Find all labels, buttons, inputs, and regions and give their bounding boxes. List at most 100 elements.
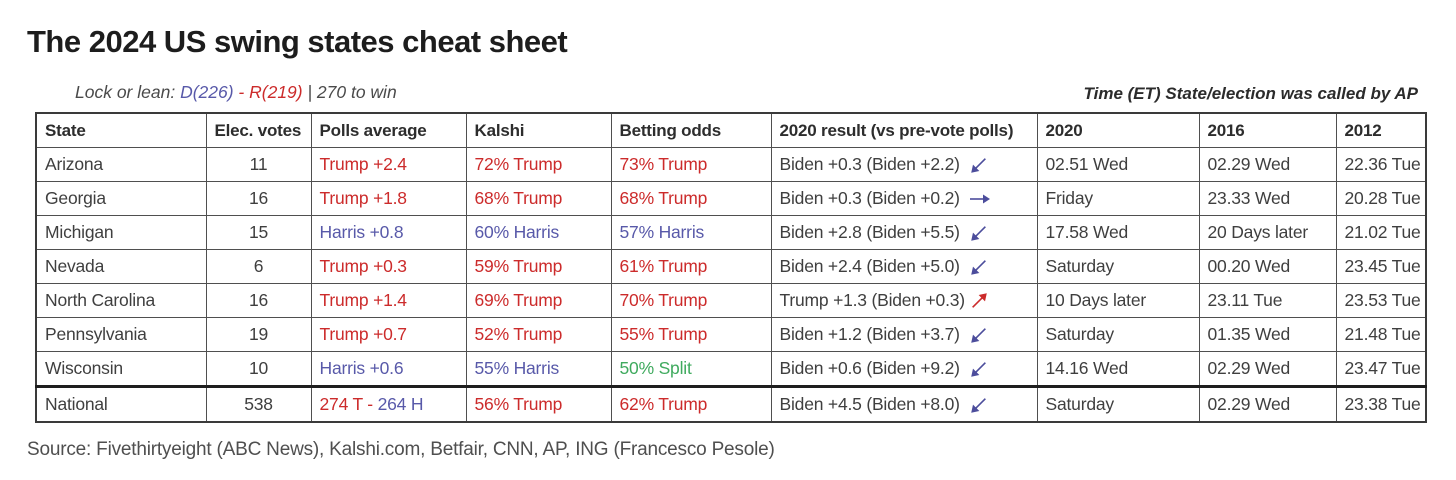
call-time-2020-cell: 02.51 Wed — [1036, 147, 1200, 182]
col-header-2016: 2016 — [1198, 112, 1337, 148]
subtitle-suffix: | 270 to win — [302, 82, 397, 102]
result-line: Biden +0.3 (Biden +2.2) — [780, 153, 1029, 177]
trend-up-right-icon — [971, 292, 987, 308]
result-text: Biden +0.3 (Biden +2.2) — [779, 154, 960, 174]
kalshi-cell: 60% Harris — [465, 215, 612, 250]
result-line: Biden +2.8 (Biden +5.5) — [780, 221, 1029, 245]
elec-votes-cell: 11 — [205, 147, 312, 182]
state-cell: Michigan — [35, 215, 207, 250]
result-line: Biden +2.4 (Biden +5.0) — [780, 255, 1029, 279]
elec-votes-cell: 6 — [205, 249, 312, 284]
state-cell: Nevada — [35, 249, 207, 284]
call-time-2012-cell: 23.38 Tue — [1335, 385, 1427, 423]
swing-states-table: State Elec. votes Polls average Kalshi B… — [35, 112, 1427, 423]
call-time-2020-cell: Friday — [1036, 181, 1200, 216]
col-header-state: State — [35, 112, 207, 148]
result-2020-cell: Biden +2.4 (Biden +5.0) — [770, 249, 1038, 284]
call-time-2012-cell: 23.45 Tue — [1335, 249, 1427, 284]
dem-electoral-count: D(226) — [180, 82, 234, 102]
table-row: North Carolina 16 Trump +1.4 69% Trump 70% T… — [35, 283, 1427, 318]
trend-down-left-icon — [970, 361, 986, 377]
page-title: The 2024 US swing states cheat sheet — [27, 24, 568, 59]
polls-average-cell: Harris +0.8 — [310, 215, 467, 250]
result-2020-cell: Biden +0.6 (Biden +9.2) — [770, 351, 1038, 387]
result-text: Biden +4.5 (Biden +8.0) — [779, 394, 960, 414]
source-credit: Source: Fivethirtyeight (ABC News), Kals… — [27, 439, 775, 460]
table-row: Arizona 11 Trump +2.4 72% Trump 73% Trump Bid… — [35, 147, 1427, 182]
result-text: Biden +1.2 (Biden +3.7) — [779, 324, 960, 344]
trend-down-left-icon — [970, 327, 986, 343]
result-2020-cell: Biden +0.3 (Biden +2.2) — [770, 147, 1038, 182]
col-header-2012: 2012 — [1335, 112, 1427, 148]
col-header-elec-votes: Elec. votes — [205, 112, 312, 148]
value-part: 274 T - — [319, 394, 378, 414]
result-text: Trump +1.3 (Biden +0.3) — [779, 290, 966, 310]
kalshi-cell: 68% Trump — [465, 181, 612, 216]
betting-odds-cell: 61% Trump — [610, 249, 772, 284]
elec-votes-cell: 15 — [205, 215, 312, 250]
call-time-2020-cell: Saturday — [1036, 385, 1200, 423]
call-time-2016-cell: 20 Days later — [1198, 215, 1337, 250]
call-time-2020-cell: 14.16 Wed — [1036, 351, 1200, 387]
state-cell: North Carolina — [35, 283, 207, 318]
col-header-2020: 2020 — [1036, 112, 1200, 148]
call-time-2016-cell: 23.11 Tue — [1198, 283, 1337, 318]
trend-down-left-icon — [970, 397, 986, 413]
betting-odds-cell: 70% Trump — [610, 283, 772, 318]
result-text: Biden +0.3 (Biden +0.2) — [779, 188, 960, 208]
call-time-2012-cell: 21.02 Tue — [1335, 215, 1427, 250]
elec-votes-cell: 538 — [205, 385, 312, 423]
col-header-polls-average: Polls average — [310, 112, 467, 148]
call-time-2020-cell: Saturday — [1036, 249, 1200, 284]
kalshi-cell: 52% Trump — [465, 317, 612, 352]
value-part: 264 H — [377, 394, 424, 414]
result-2020-cell: Biden +2.8 (Biden +5.5) — [770, 215, 1038, 250]
state-cell: Wisconsin — [35, 351, 207, 387]
table-row: Michigan 15 Harris +0.8 60% Harris 57% Harri… — [35, 215, 1427, 250]
call-time-2020-cell: Saturday — [1036, 317, 1200, 352]
result-2020-cell: Biden +4.5 (Biden +8.0) — [770, 385, 1038, 423]
call-time-2016-cell: 23.33 Wed — [1198, 181, 1337, 216]
result-text: Biden +2.8 (Biden +5.5) — [779, 222, 960, 242]
polls-average-cell: Trump +0.3 — [310, 249, 467, 284]
call-time-2020-cell: 17.58 Wed — [1036, 215, 1200, 250]
result-line: Biden +0.3 (Biden +0.2) — [780, 187, 1029, 211]
col-header-betting-odds: Betting odds — [610, 112, 772, 148]
result-2020-cell: Biden +1.2 (Biden +3.7) — [770, 317, 1038, 352]
elec-votes-cell: 10 — [205, 351, 312, 387]
trend-down-left-icon — [970, 225, 986, 241]
kalshi-cell: 55% Harris — [465, 351, 612, 387]
trend-down-left-icon — [970, 157, 986, 173]
call-time-2012-cell: 21.48 Tue — [1335, 317, 1427, 352]
betting-odds-cell: 68% Trump — [610, 181, 772, 216]
header-row: State Elec. votes Polls average Kalshi B… — [35, 112, 1427, 148]
result-line: Trump +1.3 (Biden +0.3) — [780, 289, 1029, 313]
result-2020-cell: Biden +0.3 (Biden +0.2) — [770, 181, 1038, 216]
betting-odds-cell: 73% Trump — [610, 147, 772, 182]
polls-average-cell: Trump +1.8 — [310, 181, 467, 216]
col-header-kalshi: Kalshi — [465, 112, 612, 148]
result-text: Biden +2.4 (Biden +5.0) — [779, 256, 960, 276]
state-cell: National — [35, 385, 207, 423]
result-line: Biden +0.6 (Biden +9.2) — [780, 357, 1029, 381]
elec-votes-cell: 19 — [205, 317, 312, 352]
ap-call-time-note: Time (ET) State/election was called by A… — [1083, 84, 1418, 103]
subtitle-separator: - — [233, 82, 250, 102]
table-row: Wisconsin 10 Harris +0.6 55% Harris 50% Spli… — [35, 351, 1427, 387]
kalshi-cell: 69% Trump — [465, 283, 612, 318]
state-cell: Pennsylvania — [35, 317, 207, 352]
table-row: Georgia 16 Trump +1.8 68% Trump 68% Trump Bid… — [35, 181, 1427, 216]
table-row: National 538 274 T - 264 H 56% Trump 62% Tru… — [35, 385, 1427, 423]
kalshi-cell: 59% Trump — [465, 249, 612, 284]
call-time-2016-cell: 00.20 Wed — [1198, 249, 1337, 284]
lock-or-lean-subtitle: Lock or lean: D(226) - R(219) | 270 to w… — [75, 82, 397, 103]
call-time-2012-cell: 23.47 Tue — [1335, 351, 1427, 387]
polls-average-cell: Trump +0.7 — [310, 317, 467, 352]
table-row: Nevada 6 Trump +0.3 59% Trump 61% Trump Biden… — [35, 249, 1427, 284]
col-header-2020-result: 2020 result (vs pre-vote polls) — [770, 112, 1038, 148]
elec-votes-cell: 16 — [205, 283, 312, 318]
result-line: Biden +1.2 (Biden +3.7) — [780, 323, 1029, 347]
call-time-2016-cell: 02.29 Wed — [1198, 351, 1337, 387]
state-cell: Arizona — [35, 147, 207, 182]
polls-average-cell: Harris +0.6 — [310, 351, 467, 387]
